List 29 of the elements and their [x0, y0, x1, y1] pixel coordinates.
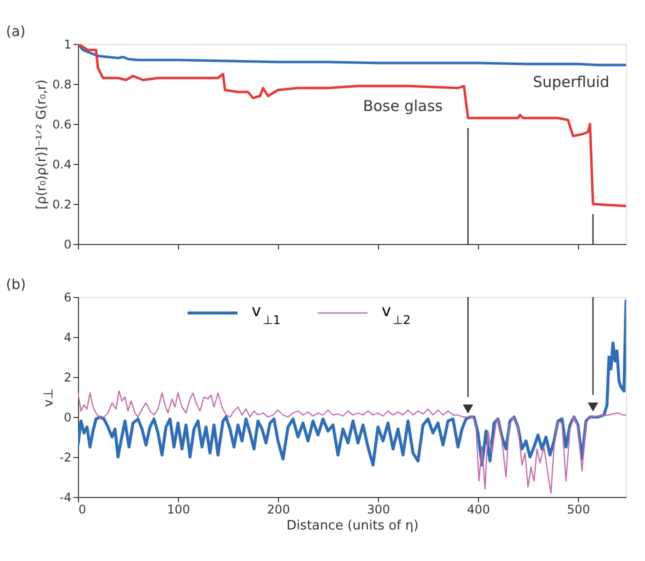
- y-axis-title: v⊥: [42, 388, 57, 408]
- x-tick-label: 0: [78, 502, 86, 516]
- y-axis-title: [ρ(r₀)ρ(r)]⁻¹ᐟ² G(r₀,r): [34, 79, 50, 210]
- y-tick-label: 1: [64, 38, 72, 52]
- x-tick-label: 400: [467, 502, 490, 516]
- y-tick-label: 4: [64, 330, 72, 344]
- y-tick-label: 0.2: [52, 198, 72, 212]
- line-series: [78, 390, 626, 494]
- x-tick-label: 100: [167, 502, 190, 516]
- annotation: Superfluid: [532, 73, 610, 91]
- y-tick-label: -4: [60, 490, 72, 504]
- text: (a): [6, 24, 26, 40]
- y-tick-label: 0: [64, 238, 72, 252]
- x-tick-label: 500: [567, 502, 590, 516]
- line-series: [78, 300, 626, 466]
- y-tick-label: 0.8: [52, 78, 72, 92]
- line-series: [78, 44, 626, 66]
- y-tick-label: 0.6: [52, 118, 72, 132]
- y-tick-label: 6: [64, 290, 72, 304]
- x-axis-title: Distance (units of η): [286, 518, 419, 534]
- x-tick-label: 300: [367, 502, 390, 516]
- y-tick-label: 0: [64, 410, 72, 424]
- y-tick-label: 2: [64, 370, 72, 384]
- y-tick-label: -2: [60, 450, 72, 464]
- y-tick-label: 0.4: [52, 158, 72, 172]
- line-series: [78, 44, 626, 208]
- annotation: Bose glass: [362, 97, 443, 115]
- x-tick-label: 200: [267, 502, 290, 516]
- text: (b): [6, 277, 26, 293]
